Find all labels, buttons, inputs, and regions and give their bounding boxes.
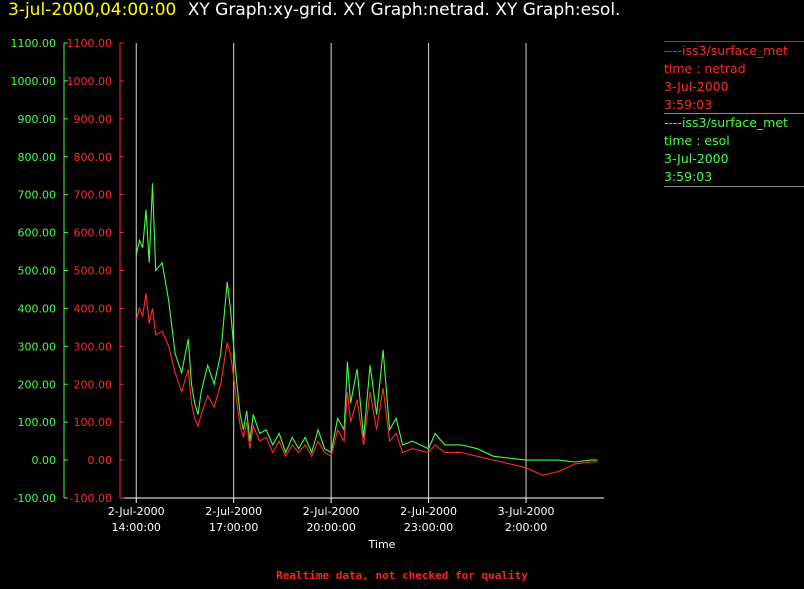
y-tick-label-netrad: 800.00	[74, 151, 113, 164]
series-line-esol	[135, 183, 598, 463]
x-tick-label-time: 17:00:00	[209, 521, 258, 534]
legend-series-name: time : esol	[664, 133, 730, 148]
y-tick-label-esol: 100.00	[18, 416, 57, 429]
y-tick-label-netrad: 1000.00	[67, 75, 113, 88]
y-tick-label-esol: 700.00	[18, 189, 57, 202]
header-date-time: 3-jul-2000,04:00:00	[8, 0, 177, 20]
quality-note: Realtime data, not checked for quality	[276, 569, 528, 582]
legend-source: ----iss3/surface_met	[664, 43, 788, 58]
legend-source: ----iss3/surface_met	[664, 115, 788, 130]
legend-time: 3:59:03	[664, 169, 713, 184]
x-axis-label: Time	[368, 538, 396, 551]
y-tick-label-esol: 400.00	[18, 302, 57, 315]
y-tick-label-esol: 0.00	[32, 454, 57, 467]
y-tick-label-netrad: -100.00	[70, 492, 112, 505]
y-tick-label-esol: 1000.00	[11, 75, 57, 88]
y-tick-label-netrad: 900.00	[74, 113, 113, 126]
x-tick-label-time: 20:00:00	[306, 521, 355, 534]
x-tick-label-time: 23:00:00	[404, 521, 453, 534]
x-tick-label-date: 3-Jul-2000	[498, 505, 555, 518]
y-tick-label-netrad: 1100.00	[67, 37, 113, 50]
y-tick-label-esol: 900.00	[18, 113, 57, 126]
x-tick-label-time: 14:00:00	[112, 521, 161, 534]
y-tick-label-netrad: 200.00	[74, 378, 113, 391]
legend-series-name: time : netrad	[664, 61, 746, 76]
legend-time: 3:59:03	[664, 97, 713, 112]
x-tick-label-time: 2:00:00	[505, 521, 547, 534]
y-tick-label-esol: 600.00	[18, 227, 57, 240]
y-tick-label-netrad: 400.00	[74, 302, 113, 315]
legend-date: 3-Jul-2000	[664, 79, 729, 94]
x-tick-label-date: 2-Jul-2000	[303, 505, 360, 518]
y-tick-label-netrad: 0.00	[88, 454, 113, 467]
legend-esol: ----iss3/surface_met time : esol 3-Jul-2…	[664, 113, 804, 187]
y-tick-label-esol: 500.00	[18, 265, 57, 278]
y-tick-label-esol: -100.00	[14, 492, 56, 505]
y-tick-label-netrad: 300.00	[74, 340, 113, 353]
y-tick-label-esol: 1100.00	[11, 37, 57, 50]
legend-date: 3-Jul-2000	[664, 151, 729, 166]
header-graphs: XY Graph:xy-grid. XY Graph:netrad. XY Gr…	[187, 0, 621, 20]
x-tick-label-date: 2-Jul-2000	[400, 505, 457, 518]
x-tick-label-date: 2-Jul-2000	[108, 505, 165, 518]
y-tick-label-netrad: 100.00	[74, 416, 113, 429]
y-tick-label-netrad: 500.00	[74, 265, 113, 278]
x-tick-label-date: 2-Jul-2000	[205, 505, 262, 518]
chart-header: 3-jul-2000,04:00:00 XY Graph:xy-grid. XY…	[8, 0, 620, 26]
series-line-netrad	[135, 293, 598, 476]
legend-netrad: ----iss3/surface_met time : netrad 3-Jul…	[664, 41, 804, 114]
y-tick-label-netrad: 600.00	[74, 227, 113, 240]
y-tick-label-esol: 200.00	[18, 378, 57, 391]
y-tick-label-esol: 800.00	[18, 151, 57, 164]
y-tick-label-netrad: 700.00	[74, 189, 113, 202]
y-tick-label-esol: 300.00	[18, 340, 57, 353]
